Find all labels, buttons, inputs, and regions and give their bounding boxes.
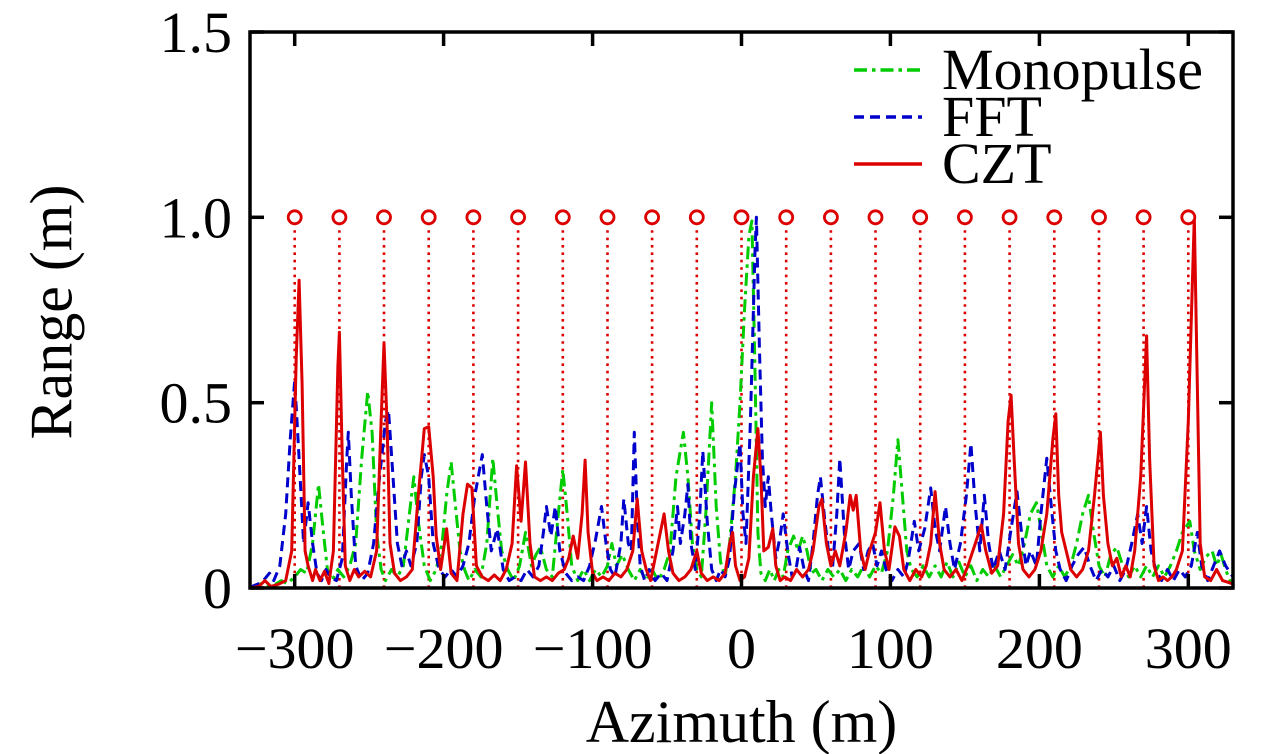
svg-text:−100: −100 [533,616,653,681]
legend-label-monopulse: Monopulse [942,37,1203,102]
czt-line-swatch [854,161,922,166]
plot-border [248,30,1235,590]
svg-text:0: 0 [203,556,232,621]
svg-text:0: 0 [727,616,756,681]
series-monopulse-line [250,219,1233,588]
legend: Monopulse FFT CZT [852,37,1203,196]
x-axis-title: Azimuth (m) [585,689,898,754]
y-tick-labels: 0 0.5 1.0 1.5 [160,0,233,621]
legend-item-fft: FFT [852,84,1203,149]
svg-text:1.5: 1.5 [160,0,233,65]
legend-label-fft: FFT [942,84,1042,149]
y-axis-title: Range (m) [18,184,85,440]
svg-text:200: 200 [996,616,1083,681]
legend-label-czt: CZT [942,131,1052,196]
svg-text:300: 300 [1145,616,1232,681]
svg-text:1.0: 1.0 [160,185,233,250]
svg-text:−200: −200 [384,616,504,681]
svg-text:0.5: 0.5 [160,371,233,436]
x-tick-labels: −300 −200 −100 0 100 200 300 [235,616,1232,681]
fft-line-swatch [854,114,922,119]
svg-text:−300: −300 [235,616,355,681]
series-czt-line [250,215,1233,588]
legend-item-czt: CZT [852,131,1203,196]
legend-item-monopulse: Monopulse [852,37,1203,102]
target-markers [286,209,1197,226]
svg-text:100: 100 [847,616,934,681]
monopulse-line-swatch [854,67,922,72]
